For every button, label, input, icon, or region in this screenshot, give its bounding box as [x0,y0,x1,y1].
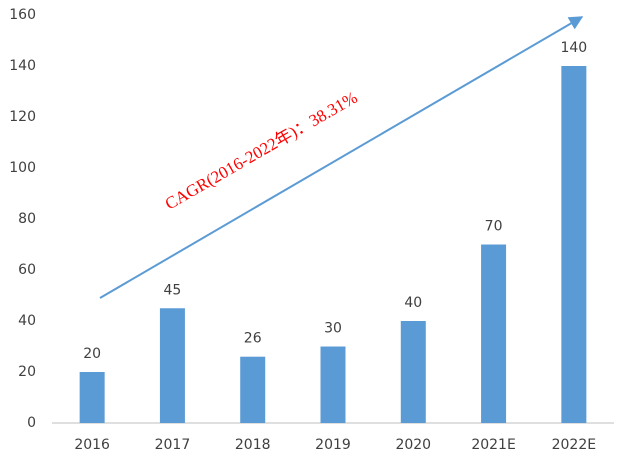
bar [79,372,105,423]
y-tick-label: 0 [27,415,36,431]
data-label: 140 [560,40,587,56]
y-tick-label: 40 [18,313,36,329]
bar [159,308,185,423]
cagr-annotation: CAGR(2016-2022年)：38.31% [162,88,361,214]
trend-arrow [99,16,584,299]
y-tick-label: 160 [9,7,36,23]
data-label: 30 [324,321,342,337]
bar [481,244,507,423]
x-tick-label: 2019 [315,437,351,453]
x-tick-label: 2017 [155,437,191,453]
x-tick-label: 2022E [552,437,596,453]
data-label: 26 [244,331,262,347]
x-tick-label: 2016 [74,437,110,453]
bar [400,321,426,423]
y-tick-label: 140 [9,58,36,74]
data-label: 70 [485,219,503,235]
y-tick-label: 20 [18,364,36,380]
x-tick-label: 2021E [471,437,515,453]
bar [320,346,346,423]
x-tick-label: 2018 [235,437,271,453]
y-tick-label: 80 [18,211,36,227]
bar [561,66,587,423]
y-tick-label: 100 [9,160,36,176]
y-tick-label: 60 [18,262,36,278]
y-tick-label: 120 [9,109,36,125]
data-label: 40 [404,295,422,311]
data-label: 20 [83,346,101,362]
bar [240,356,266,423]
x-tick-label: 2020 [395,437,431,453]
data-label: 45 [164,282,182,298]
